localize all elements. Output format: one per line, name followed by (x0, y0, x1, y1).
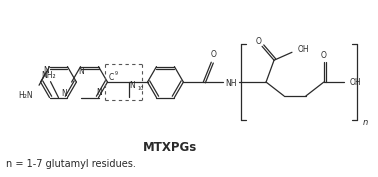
Text: MTXPGs: MTXPGs (143, 141, 198, 154)
Text: OH: OH (350, 78, 361, 87)
Text: O: O (321, 51, 327, 60)
Text: O: O (255, 37, 261, 46)
Text: NH: NH (225, 79, 237, 88)
Text: N: N (130, 81, 135, 90)
Text: O: O (210, 50, 216, 59)
Text: N: N (97, 88, 102, 97)
Text: n = 1-7 glutamyl residues.: n = 1-7 glutamyl residues. (6, 159, 136, 169)
Text: N: N (43, 66, 50, 75)
Text: n: n (363, 118, 368, 127)
Text: 10: 10 (137, 87, 144, 92)
Text: C: C (109, 73, 114, 82)
Text: N: N (62, 89, 67, 98)
Text: OH: OH (298, 45, 310, 54)
Text: N: N (79, 67, 84, 76)
Text: 9: 9 (115, 71, 118, 76)
Text: H₂N: H₂N (18, 91, 33, 100)
Text: NH₂: NH₂ (41, 71, 56, 80)
